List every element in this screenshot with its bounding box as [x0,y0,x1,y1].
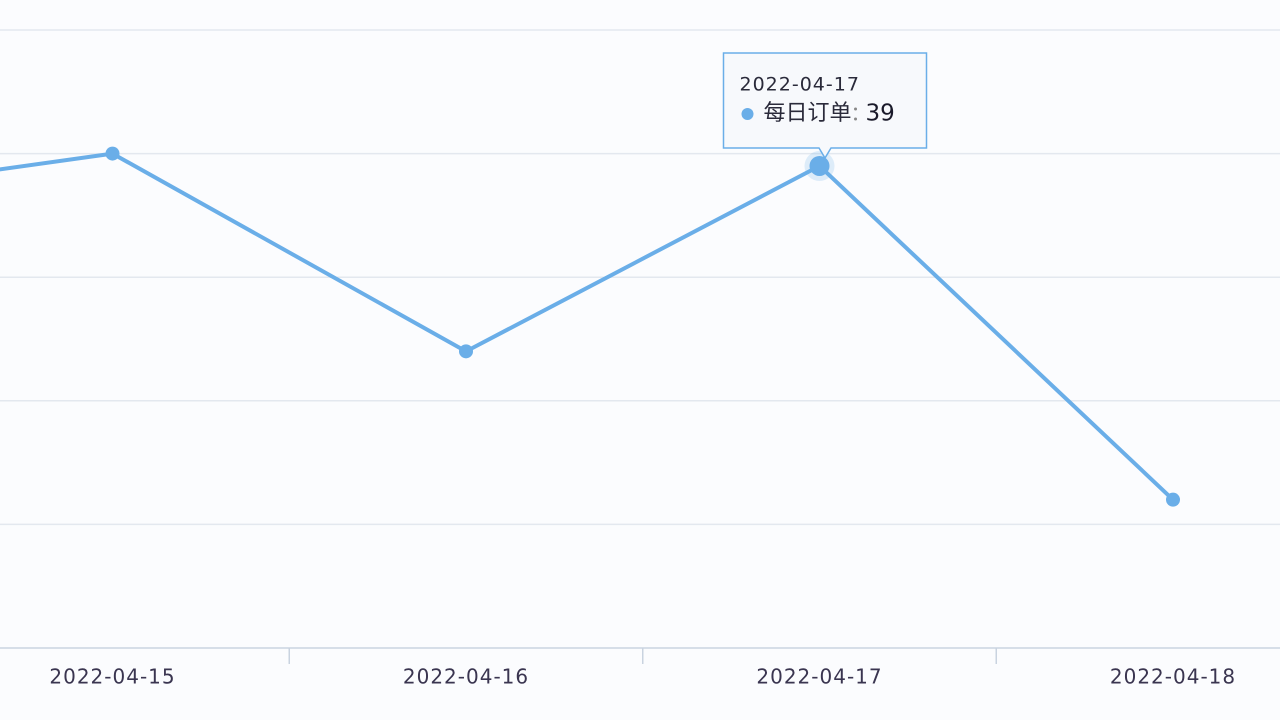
series-line [0,151,1175,502]
point [1166,492,1180,507]
separator-dot [854,107,858,111]
point [809,155,830,176]
point [105,146,120,161]
plot [0,146,1180,507]
tooltip-date: 2022-04-17 [740,74,860,96]
legend-label: 每日订单 [764,101,852,126]
tooltip-swatch [741,108,754,120]
grid: 2022-04-15 2022-04-16 2022-04-17 2022-04-18 [0,29,1280,689]
tooltip: 2022-04-17 每日订单 39 [722,52,928,160]
tooltip-value: 39 [866,101,895,127]
x-tick-label: 2022-04-18 [1110,665,1236,689]
point [459,344,473,359]
x-tick-label: 2022-04-17 [756,665,882,689]
separator-dot [854,117,858,121]
x-tick-label: 2022-04-16 [403,665,529,689]
tooltip-box [722,52,928,160]
x-tick-label: 2022-04-15 [49,665,175,689]
